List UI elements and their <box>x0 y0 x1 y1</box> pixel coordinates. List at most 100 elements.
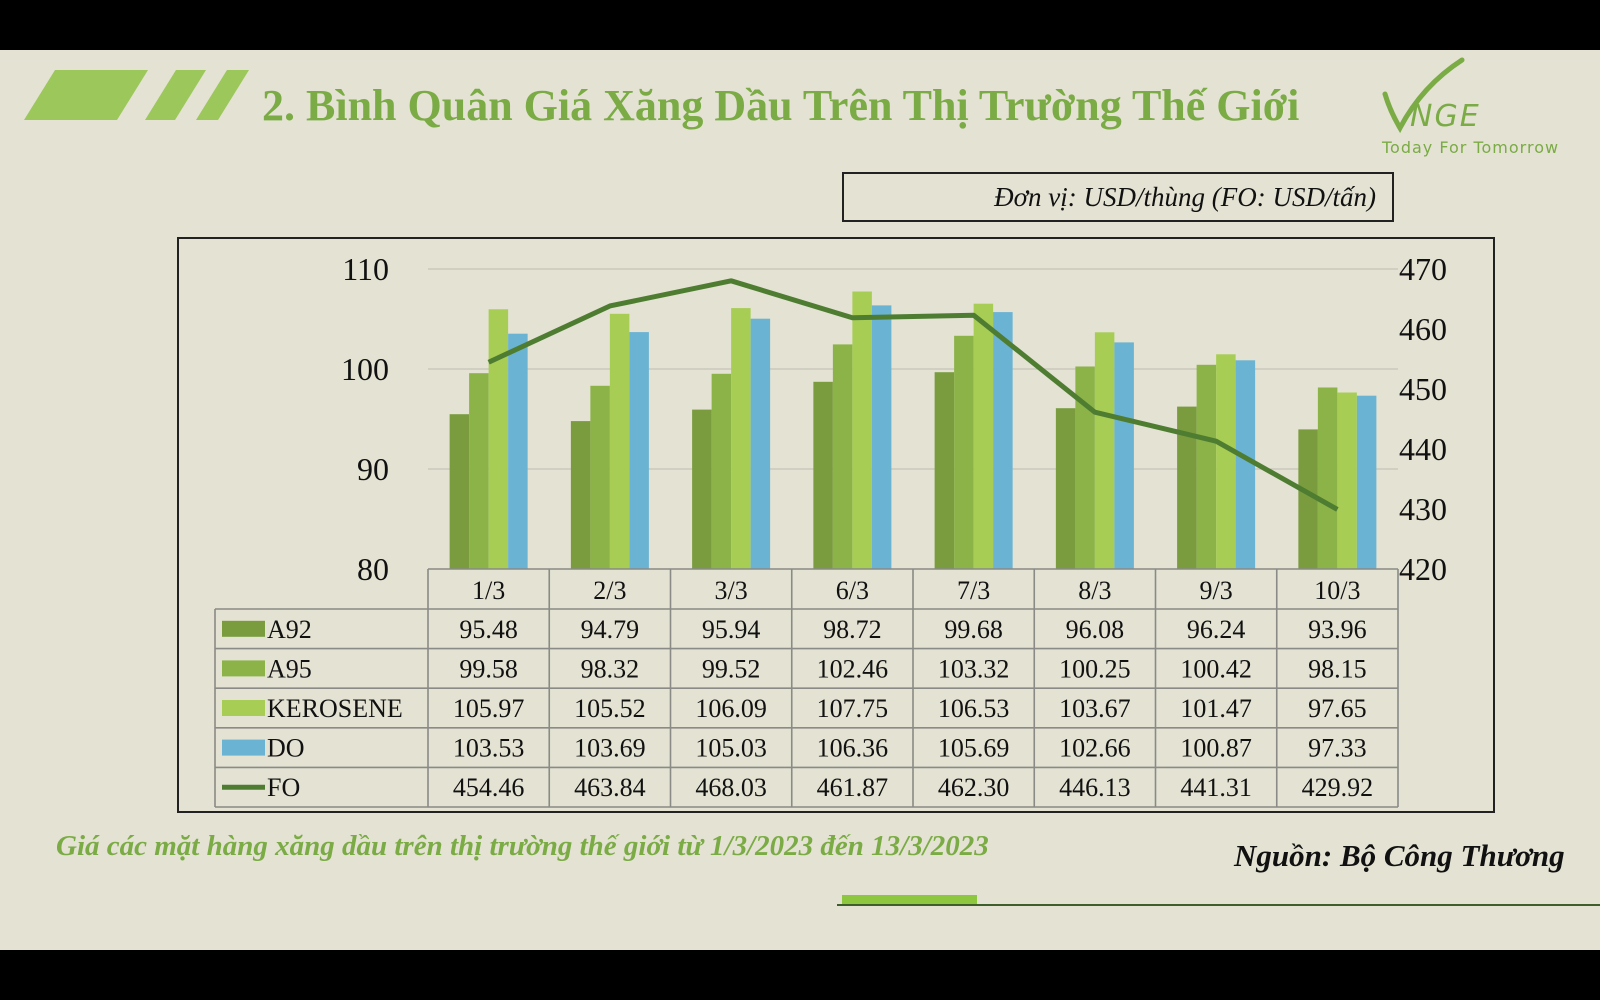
table-cell-value: 95.94 <box>702 615 761 644</box>
table-cell-value: 105.97 <box>453 694 525 723</box>
x-tick-label: 7/3 <box>957 576 990 605</box>
bar-kerosene <box>488 309 509 569</box>
bar-a92 <box>449 414 470 569</box>
table-cell-value: 96.24 <box>1187 615 1246 644</box>
table-cell-value: 100.42 <box>1180 654 1252 683</box>
bar-kerosene <box>731 308 751 569</box>
y-left-tick-label: 80 <box>357 551 389 587</box>
bar-kerosene <box>1337 392 1357 569</box>
fuel-price-chart: 80 90 100 110 420 430 440 450 460 470 1/3 2/3 3/3 6/3… <box>214 251 1447 808</box>
line-fo <box>487 278 1339 512</box>
legend-label-a95: A95 <box>267 654 312 683</box>
chart-caption: Giá các mặt hàng xăng dầu trên thị trườn… <box>56 830 989 862</box>
logo-tagline: Today For Tomorrow <box>1382 138 1560 157</box>
table-cell-value: 461.87 <box>817 773 889 802</box>
table-cell-value: 99.68 <box>944 615 1003 644</box>
legend-key-kerosene <box>222 700 265 716</box>
table-cell-value: 103.32 <box>938 654 1010 683</box>
page-title: 2. Bình Quân Giá Xăng Dầu Trên Thị Trườn… <box>262 81 1300 130</box>
table-cell-value: 101.47 <box>1180 694 1252 723</box>
legend-label-do: DO <box>267 734 305 763</box>
table-cell-value: 102.46 <box>817 654 889 683</box>
x-tick-label: 1/3 <box>472 576 505 605</box>
y-left-tick-label: 90 <box>357 451 389 487</box>
table-cell-value: 99.52 <box>702 654 761 683</box>
table-cell-value: 94.79 <box>581 615 640 644</box>
bar-a92 <box>1055 408 1076 569</box>
y-left-tick-label: 110 <box>342 251 389 287</box>
table-cell-value: 106.36 <box>817 734 889 763</box>
bar-a95 <box>832 344 853 569</box>
table-cell-value: 106.53 <box>938 694 1010 723</box>
legend-key-a92 <box>222 620 265 637</box>
vnge-logo-mark: NGE <box>1382 57 1481 134</box>
legend-key-a95 <box>222 660 265 677</box>
bar-a95 <box>1317 387 1338 569</box>
x-tick-label: 3/3 <box>715 576 748 605</box>
table-cell-value: 103.53 <box>453 734 525 763</box>
table-cell-value: 98.15 <box>1308 654 1367 683</box>
y-left-tick-label: 100 <box>341 351 389 387</box>
slide: 2. Bình Quân Giá Xăng Dầu Trên Thị Trườn… <box>0 50 1600 950</box>
bar-kerosene <box>1216 354 1236 569</box>
source-note: Nguồn: Bộ Công Thương <box>1234 838 1565 873</box>
legend-label-fo: FO <box>267 773 300 802</box>
chart-frame: 80 90 100 110 420 430 440 450 460 470 1/3 2/3 3/3 6/3… <box>177 237 1495 813</box>
table-cell-value: 463.84 <box>574 773 646 802</box>
y-right-tick-label: 430 <box>1399 491 1447 527</box>
x-tick-label: 8/3 <box>1078 576 1111 605</box>
unit-note: Đơn vị: USD/thùng (FO: USD/tấn) <box>842 172 1394 222</box>
legend-key-do <box>222 739 265 756</box>
bar-do <box>1235 360 1256 569</box>
table-cell-value: 105.52 <box>574 694 646 723</box>
bar-a95 <box>711 373 732 569</box>
bar-a92 <box>692 409 712 569</box>
bar-a95 <box>590 385 610 569</box>
bar-a92 <box>570 421 591 569</box>
table-cell-value: 95.48 <box>459 615 518 644</box>
table-cell-value: 100.25 <box>1059 654 1131 683</box>
y-right-tick-label: 460 <box>1399 311 1447 347</box>
table-cell-value: 105.69 <box>938 734 1010 763</box>
y-right-tick-label: 450 <box>1399 371 1447 407</box>
bar-a92 <box>934 372 955 569</box>
svg-text:NGE: NGE <box>1410 99 1481 134</box>
table-cell-value: 103.69 <box>574 734 646 763</box>
legend-label-kerosene: KEROSENE <box>267 694 403 723</box>
table-cell-value: 429.92 <box>1302 773 1374 802</box>
legend-label-a92: A92 <box>267 615 312 644</box>
table-cell-value: 105.03 <box>695 734 767 763</box>
table-cell-value: 97.33 <box>1308 734 1367 763</box>
table-cell-value: 446.13 <box>1059 773 1131 802</box>
x-tick-label: 6/3 <box>836 576 869 605</box>
bar-do <box>629 332 649 569</box>
bar-a95 <box>1075 366 1095 569</box>
table-cell-value: 97.65 <box>1308 694 1367 723</box>
x-tick-label: 10/3 <box>1314 576 1360 605</box>
y-right-tick-label: 470 <box>1399 251 1447 287</box>
bar-a95 <box>954 335 974 569</box>
bar-a92 <box>813 381 833 569</box>
y-right-tick-label: 420 <box>1399 551 1447 587</box>
bar-do <box>508 333 528 569</box>
footer-accent-bar <box>842 895 977 904</box>
bar-do <box>750 318 771 569</box>
bar-kerosene <box>852 291 872 569</box>
footer-rule <box>837 904 1600 906</box>
table-cell-value: 98.32 <box>581 654 640 683</box>
table-cell-value: 462.30 <box>938 773 1010 802</box>
bar-kerosene <box>973 303 994 569</box>
bar-kerosene <box>1094 332 1115 569</box>
bar-kerosene <box>609 313 630 569</box>
table-cell-value: 98.72 <box>823 615 882 644</box>
bar-do <box>1114 342 1134 569</box>
y-right-tick-label: 440 <box>1399 431 1447 467</box>
bar-a92 <box>1177 406 1197 569</box>
x-tick-label: 2/3 <box>593 576 626 605</box>
x-tick-label: 9/3 <box>1200 576 1233 605</box>
table-cell-value: 96.08 <box>1066 615 1125 644</box>
table-cell-value: 103.67 <box>1059 694 1131 723</box>
bar-a95 <box>469 373 489 569</box>
table-cell-value: 468.03 <box>695 773 767 802</box>
bar-do <box>1356 395 1377 569</box>
